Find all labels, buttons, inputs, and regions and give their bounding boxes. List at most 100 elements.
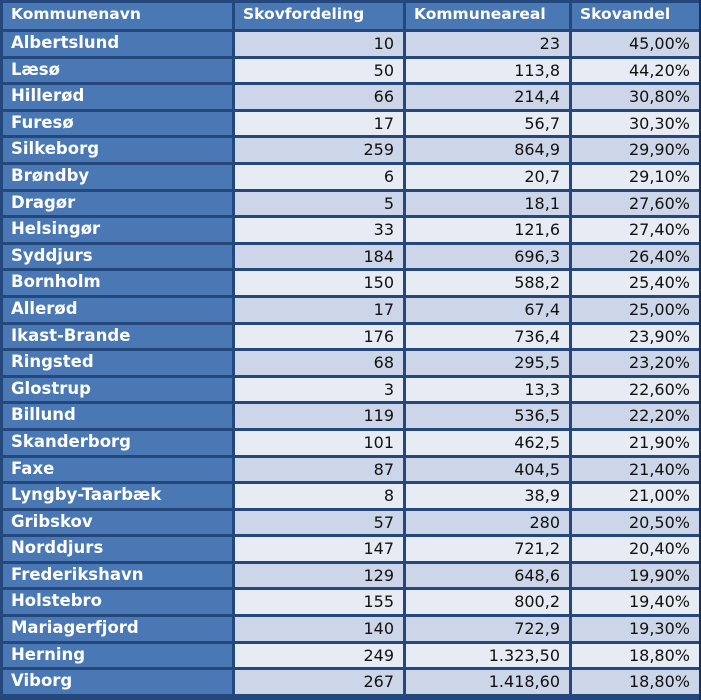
- cell-kommunenavn: Norddjurs: [3, 537, 232, 561]
- cell-kommuneareal: 404,5: [406, 457, 569, 482]
- table-row: Mariagerfjord 140 722,9 19,30%: [3, 617, 699, 641]
- table-row: Hillerød 66 214,4 30,80%: [3, 85, 699, 109]
- cell-skovfordeling: 184: [235, 244, 403, 269]
- cell-kommuneareal: 280: [406, 510, 569, 535]
- cell-skovfordeling: 119: [235, 404, 403, 428]
- cell-kommuneareal: 1.323,50: [406, 643, 569, 668]
- cell-kommunenavn: Faxe: [3, 457, 232, 482]
- cell-kommuneareal: 295,5: [406, 351, 569, 375]
- cell-skovandel: 27,60%: [572, 191, 699, 216]
- cell-skovfordeling: 101: [235, 430, 403, 455]
- cell-kommunenavn: Skanderborg: [3, 430, 232, 455]
- cell-kommunenavn: Mariagerfjord: [3, 617, 232, 641]
- cell-kommunenavn: Lyngby-Taarbæk: [3, 484, 232, 508]
- table-row: Allerød 17 67,4 25,00%: [3, 297, 699, 322]
- cell-kommunenavn: Læsø: [3, 58, 232, 83]
- table-row: Dragør 5 18,1 27,60%: [3, 191, 699, 216]
- cell-skovfordeling: 87: [235, 457, 403, 482]
- cell-kommunenavn: Hillerød: [3, 85, 232, 109]
- cell-skovfordeling: 33: [235, 218, 403, 242]
- table-body: Albertslund 10 23 45,00% Læsø 50 113,8 44,20% Hi…: [3, 32, 699, 694]
- header-skovfordeling: Skovfordeling: [235, 3, 403, 29]
- cell-kommunenavn: Silkeborg: [3, 138, 232, 162]
- cell-skovfordeling: 140: [235, 617, 403, 641]
- table-row: Faxe 87 404,5 21,40%: [3, 457, 699, 482]
- cell-skovandel: 29,10%: [572, 164, 699, 189]
- cell-kommuneareal: 800,2: [406, 590, 569, 615]
- table-row: Silkeborg 259 864,9 29,90%: [3, 138, 699, 162]
- table-row: Billund 119 536,5 22,20%: [3, 404, 699, 428]
- cell-skovfordeling: 17: [235, 297, 403, 322]
- cell-kommuneareal: 13,3: [406, 377, 569, 402]
- cell-kommunenavn: Helsingør: [3, 218, 232, 242]
- cell-skovandel: 18,80%: [572, 643, 699, 668]
- cell-kommuneareal: 67,4: [406, 297, 569, 322]
- cell-skovfordeling: 147: [235, 537, 403, 561]
- cell-kommunenavn: Dragør: [3, 191, 232, 216]
- table-row: Ikast-Brande 176 736,4 23,90%: [3, 324, 699, 349]
- table-row: Helsingør 33 121,6 27,40%: [3, 218, 699, 242]
- table-row: Gribskov 57 280 20,50%: [3, 510, 699, 535]
- cell-kommunenavn: Glostrup: [3, 377, 232, 402]
- cell-kommuneareal: 588,2: [406, 271, 569, 295]
- cell-kommunenavn: Holstebro: [3, 590, 232, 615]
- header-skovandel: Skovandel: [572, 3, 699, 29]
- cell-skovfordeling: 68: [235, 351, 403, 375]
- cell-skovandel: 19,40%: [572, 590, 699, 615]
- cell-kommunenavn: Furesø: [3, 111, 232, 136]
- cell-skovandel: 21,90%: [572, 430, 699, 455]
- cell-skovandel: 19,90%: [572, 563, 699, 588]
- cell-skovandel: 21,40%: [572, 457, 699, 482]
- cell-skovandel: 22,60%: [572, 377, 699, 402]
- cell-skovfordeling: 6: [235, 164, 403, 189]
- cell-kommuneareal: 20,7: [406, 164, 569, 189]
- cell-skovfordeling: 8: [235, 484, 403, 508]
- cell-skovfordeling: 66: [235, 85, 403, 109]
- cell-skovfordeling: 176: [235, 324, 403, 349]
- cell-kommunenavn: Gribskov: [3, 510, 232, 535]
- cell-kommuneareal: 23: [406, 32, 569, 56]
- header-row: Kommunenavn Skovfordeling Kommuneareal S…: [3, 3, 699, 29]
- cell-skovfordeling: 3: [235, 377, 403, 402]
- cell-kommunenavn: Brøndby: [3, 164, 232, 189]
- cell-skovandel: 20,40%: [572, 537, 699, 561]
- table-row: Albertslund 10 23 45,00%: [3, 32, 699, 56]
- cell-skovandel: 21,00%: [572, 484, 699, 508]
- table-row: Brøndby 6 20,7 29,10%: [3, 164, 699, 189]
- cell-kommuneareal: 462,5: [406, 430, 569, 455]
- table-row: Syddjurs 184 696,3 26,40%: [3, 244, 699, 269]
- table-row: Viborg 267 1.418,60 18,80%: [3, 670, 699, 694]
- cell-skovfordeling: 155: [235, 590, 403, 615]
- cell-kommuneareal: 696,3: [406, 244, 569, 269]
- table-row: Ringsted 68 295,5 23,20%: [3, 351, 699, 375]
- table-row: Holstebro 155 800,2 19,40%: [3, 590, 699, 615]
- cell-kommunenavn: Ikast-Brande: [3, 324, 232, 349]
- cell-kommuneareal: 56,7: [406, 111, 569, 136]
- cell-skovandel: 22,20%: [572, 404, 699, 428]
- cell-skovfordeling: 5: [235, 191, 403, 216]
- cell-skovfordeling: 50: [235, 58, 403, 83]
- header-kommunenavn: Kommunenavn: [3, 3, 232, 29]
- cell-kommunenavn: Albertslund: [3, 32, 232, 56]
- cell-skovandel: 45,00%: [572, 32, 699, 56]
- table-row: Bornholm 150 588,2 25,40%: [3, 271, 699, 295]
- table-row: Lyngby-Taarbæk 8 38,9 21,00%: [3, 484, 699, 508]
- table-row: Frederikshavn 129 648,6 19,90%: [3, 563, 699, 588]
- cell-kommuneareal: 864,9: [406, 138, 569, 162]
- table-row: Glostrup 3 13,3 22,60%: [3, 377, 699, 402]
- cell-kommunenavn: Allerød: [3, 297, 232, 322]
- cell-skovandel: 23,20%: [572, 351, 699, 375]
- cell-kommunenavn: Syddjurs: [3, 244, 232, 269]
- cell-kommuneareal: 121,6: [406, 218, 569, 242]
- cell-kommuneareal: 38,9: [406, 484, 569, 508]
- cell-kommuneareal: 1.418,60: [406, 670, 569, 694]
- cell-skovandel: 44,20%: [572, 58, 699, 83]
- cell-skovandel: 25,00%: [572, 297, 699, 322]
- cell-kommuneareal: 214,4: [406, 85, 569, 109]
- cell-skovandel: 23,90%: [572, 324, 699, 349]
- cell-kommuneareal: 113,8: [406, 58, 569, 83]
- cell-kommunenavn: Ringsted: [3, 351, 232, 375]
- cell-kommuneareal: 736,4: [406, 324, 569, 349]
- cell-kommuneareal: 18,1: [406, 191, 569, 216]
